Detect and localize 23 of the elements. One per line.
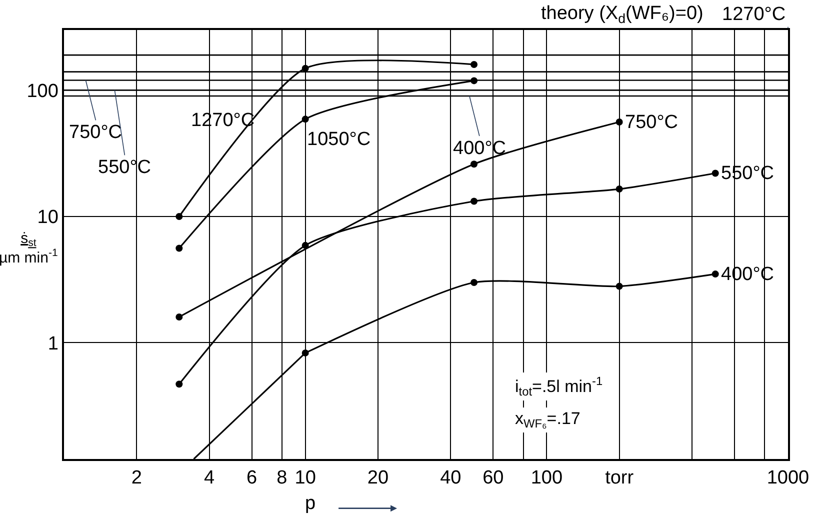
annotation: i$_{tot}$=.5l min$^{-1}$ xyxy=(515,374,603,399)
ref-line-label: 750°C xyxy=(69,122,122,143)
y-axis-title: ṡ$_{st}$ µm min$^{-1}$ xyxy=(0,230,58,266)
ref-line-label: 1270°C xyxy=(722,4,786,25)
y-tick-label: 1 xyxy=(48,333,58,354)
x-tick-label: 10 xyxy=(294,468,316,489)
x-tick-label: 8 xyxy=(276,468,288,489)
x-tick-label: 40 xyxy=(440,468,462,489)
series-label: 750°C xyxy=(625,112,678,133)
x-axis-title: p xyxy=(305,493,316,514)
text: theory (X$_{d}$(WF₆)=0) xyxy=(541,3,704,26)
x-tick-label: torr xyxy=(605,468,634,489)
x-tick-label: 6 xyxy=(246,468,258,489)
x-tick-label: 100 xyxy=(530,468,563,489)
x-tick-label: 20 xyxy=(367,468,389,489)
x-tick-label: 4 xyxy=(204,468,216,489)
y-tick-label: 10 xyxy=(37,207,58,228)
y-tick-label: 100 xyxy=(26,80,58,102)
x-tick-label: 1000 xyxy=(766,468,810,489)
series-label: 1050°C xyxy=(307,129,371,150)
annotation: x$_{WF₆}$=.17 xyxy=(515,409,580,431)
x-tick-label: 2 xyxy=(131,468,142,489)
x-tick-label: 60 xyxy=(482,468,504,489)
